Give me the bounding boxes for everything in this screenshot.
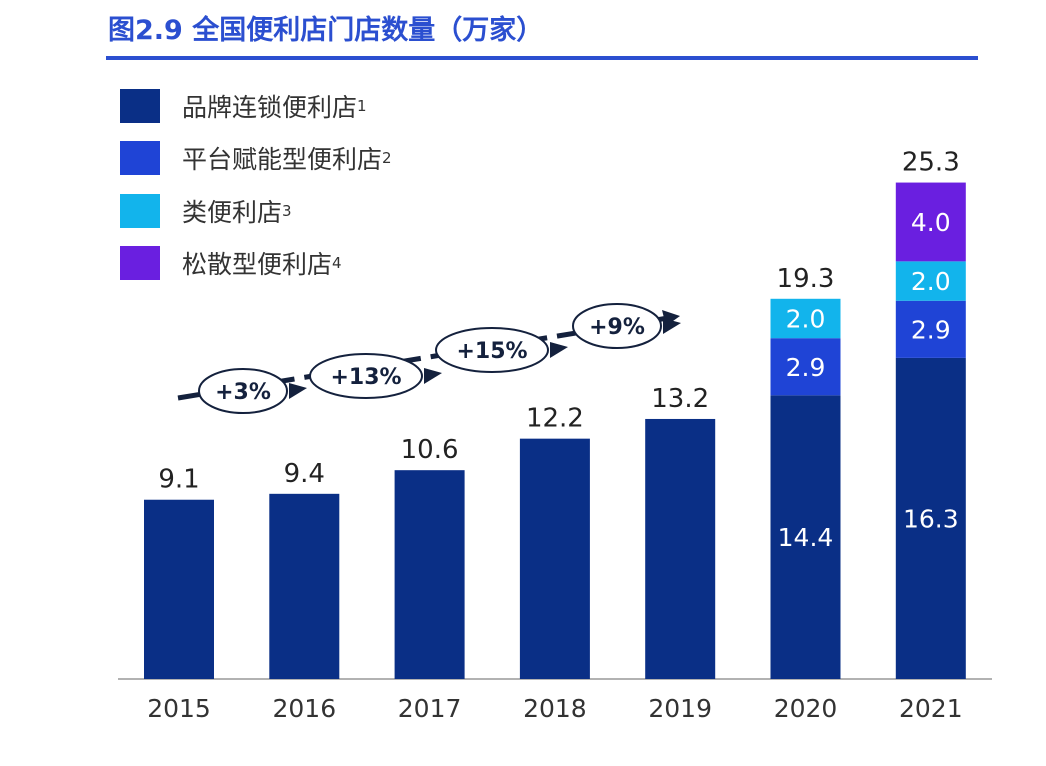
total-label: 25.3 <box>902 148 960 178</box>
total-label: 10.6 <box>401 435 459 465</box>
legend-item: 品牌连锁便利店 1 <box>120 88 367 124</box>
bar-segment <box>895 261 966 301</box>
bar-segment <box>394 470 465 679</box>
total-label: 12.2 <box>526 404 584 434</box>
legend-note: 3 <box>282 202 292 220</box>
bar-segment <box>770 395 841 679</box>
growth-bubble <box>309 353 423 399</box>
legend-swatch <box>120 89 160 123</box>
bar-value-label: 14.4 <box>778 523 834 552</box>
x-tick-label: 2021 <box>899 694 963 723</box>
x-tick-label: 2016 <box>272 694 336 723</box>
x-tick-label: 2015 <box>147 694 211 723</box>
bar-segment <box>895 300 966 358</box>
legend-note: 2 <box>382 149 392 167</box>
growth-bubble <box>572 303 662 349</box>
growth-label: +13% <box>330 365 401 390</box>
arrow-head <box>550 342 568 358</box>
bar-segment <box>269 493 340 679</box>
title-divider <box>106 56 978 60</box>
total-label: 13.2 <box>651 384 709 414</box>
bar-segment <box>519 438 590 679</box>
legend-item: 类便利店 3 <box>120 193 292 229</box>
x-tick-label: 2018 <box>523 694 587 723</box>
legend-item: 平台赋能型便利店 2 <box>120 140 392 176</box>
growth-label: +9% <box>589 315 645 340</box>
legend-swatch <box>120 141 160 175</box>
total-label: 9.1 <box>158 465 199 495</box>
legend-swatch <box>120 246 160 280</box>
total-label: 19.3 <box>777 264 835 294</box>
bar-value-label: 2.9 <box>786 353 826 382</box>
legend-item: 松散型便利店 4 <box>120 245 342 281</box>
arrow-head <box>663 318 681 334</box>
bar-value-label: 2.0 <box>786 304 826 333</box>
growth-bubble <box>435 327 549 373</box>
growth-label: +3% <box>215 380 271 405</box>
growth-bubble <box>198 368 288 414</box>
bar-segment <box>770 298 841 339</box>
bar-segment <box>895 357 966 679</box>
bar-value-label: 4.0 <box>911 208 951 237</box>
legend-note: 4 <box>332 254 342 272</box>
legend-label: 类便利店 <box>182 198 283 227</box>
arrow-head <box>424 368 442 384</box>
bar-segment <box>144 499 214 679</box>
chart-title: 图2.9 全国便利店门店数量（万家） <box>108 15 544 46</box>
bar-segment <box>645 418 716 679</box>
x-tick-label: 2019 <box>648 694 712 723</box>
legend-note: 1 <box>357 97 367 115</box>
legend-swatch <box>120 194 160 228</box>
bar-segment <box>770 338 841 396</box>
x-tick-label: 2020 <box>774 694 838 723</box>
legend-label: 松散型便利店 <box>182 250 333 279</box>
bar-segment <box>895 182 966 262</box>
bar-value-label: 2.0 <box>911 267 951 296</box>
growth-label: +15% <box>456 339 527 364</box>
total-label: 9.4 <box>284 459 325 489</box>
x-tick-label: 2017 <box>398 694 462 723</box>
legend-label: 平台赋能型便利店 <box>182 145 383 174</box>
bar-value-label: 16.3 <box>903 504 959 533</box>
arrow-head <box>289 383 307 399</box>
bar-value-label: 2.9 <box>911 315 951 344</box>
legend-label: 品牌连锁便利店 <box>182 93 358 122</box>
